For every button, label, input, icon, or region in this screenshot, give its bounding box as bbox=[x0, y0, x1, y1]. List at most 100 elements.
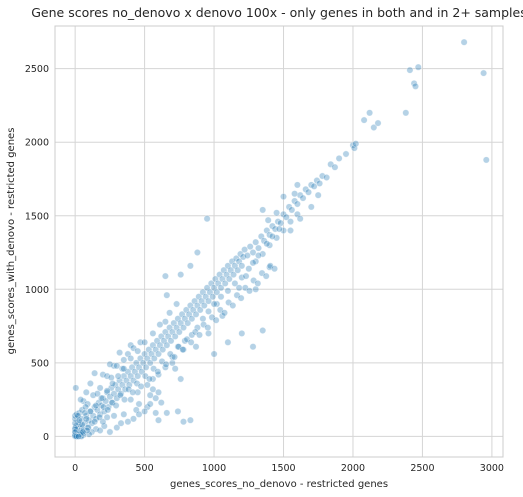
data-point bbox=[204, 324, 212, 332]
data-point bbox=[331, 163, 339, 171]
data-point bbox=[264, 216, 272, 224]
data-point bbox=[277, 219, 285, 227]
data-point bbox=[239, 253, 247, 261]
data-point bbox=[103, 413, 111, 421]
data-point bbox=[174, 407, 182, 415]
data-point bbox=[288, 206, 296, 214]
data-point bbox=[146, 391, 154, 399]
data-point bbox=[141, 407, 149, 415]
data-point bbox=[110, 362, 118, 370]
data-point bbox=[146, 400, 154, 408]
data-point bbox=[155, 388, 163, 396]
data-point bbox=[161, 272, 169, 280]
data-point bbox=[72, 384, 80, 392]
data-point bbox=[146, 375, 154, 383]
data-point bbox=[134, 347, 142, 355]
data-point bbox=[366, 109, 374, 117]
data-point bbox=[279, 227, 287, 235]
data-point bbox=[71, 432, 79, 440]
data-point bbox=[210, 300, 218, 308]
data-point bbox=[82, 388, 90, 396]
data-point bbox=[402, 109, 410, 117]
data-point bbox=[268, 232, 276, 240]
data-point bbox=[130, 415, 138, 423]
data-point bbox=[150, 354, 158, 362]
data-point bbox=[116, 391, 124, 399]
y-tick-label: 500 bbox=[31, 358, 49, 369]
data-point bbox=[149, 329, 157, 337]
data-point bbox=[157, 399, 165, 407]
data-point bbox=[75, 416, 83, 424]
data-point bbox=[159, 346, 167, 354]
data-point bbox=[77, 396, 85, 404]
data-point bbox=[252, 238, 260, 246]
data-point bbox=[171, 332, 179, 340]
data-point bbox=[360, 116, 368, 124]
data-point bbox=[116, 349, 124, 357]
data-point bbox=[113, 424, 121, 432]
data-point bbox=[282, 213, 290, 221]
data-point bbox=[307, 203, 315, 211]
data-point bbox=[273, 209, 281, 217]
x-tick-label: 1500 bbox=[271, 463, 295, 474]
x-tick-label: 3000 bbox=[480, 463, 504, 474]
x-tick-label: 0 bbox=[72, 463, 78, 474]
x-tick-label: 2000 bbox=[341, 463, 365, 474]
data-point bbox=[120, 356, 128, 364]
data-point bbox=[279, 193, 287, 201]
data-point bbox=[209, 293, 217, 301]
data-point bbox=[414, 63, 422, 71]
data-point bbox=[186, 262, 194, 270]
data-point bbox=[411, 82, 419, 90]
data-point bbox=[107, 374, 115, 382]
y-tick-label: 1500 bbox=[25, 211, 49, 222]
data-point bbox=[225, 275, 233, 283]
data-point bbox=[83, 426, 91, 434]
data-point bbox=[259, 206, 267, 214]
data-point bbox=[196, 306, 204, 314]
data-point bbox=[175, 328, 183, 336]
x-axis-label: genes_scores_no_denovo - restricted gene… bbox=[170, 479, 388, 490]
data-point bbox=[100, 407, 108, 415]
data-point bbox=[238, 329, 246, 337]
data-point bbox=[350, 144, 358, 152]
data-point bbox=[112, 401, 120, 409]
y-axis-label: genes_scores_with_denovo - restricted ge… bbox=[6, 128, 17, 355]
data-point bbox=[254, 279, 262, 287]
data-point bbox=[171, 353, 179, 361]
data-point bbox=[193, 249, 201, 257]
data-point bbox=[286, 227, 294, 235]
data-point bbox=[120, 365, 128, 373]
y-tick-label: 2000 bbox=[25, 138, 49, 149]
data-point bbox=[100, 422, 108, 430]
data-point bbox=[163, 409, 171, 417]
data-point bbox=[213, 288, 221, 296]
data-point bbox=[155, 416, 163, 424]
data-point bbox=[154, 368, 162, 376]
data-point bbox=[199, 315, 207, 323]
data-point bbox=[96, 384, 104, 392]
data-point bbox=[81, 409, 89, 417]
data-point bbox=[205, 329, 213, 337]
data-point bbox=[212, 316, 220, 324]
data-point bbox=[141, 338, 149, 346]
data-point bbox=[262, 272, 270, 280]
data-point bbox=[103, 387, 111, 395]
data-point bbox=[270, 265, 278, 273]
data-point bbox=[221, 309, 229, 317]
data-point bbox=[106, 360, 114, 368]
data-point bbox=[230, 271, 238, 279]
grid bbox=[55, 26, 503, 457]
data-point bbox=[179, 346, 187, 354]
data-point bbox=[93, 390, 101, 398]
data-point bbox=[163, 291, 171, 299]
y-tick-label: 0 bbox=[43, 432, 49, 443]
data-point bbox=[74, 412, 82, 420]
data-point bbox=[121, 396, 129, 404]
data-point bbox=[275, 225, 283, 233]
y-tick-label: 1000 bbox=[25, 285, 49, 296]
data-point bbox=[106, 428, 114, 436]
data-point bbox=[335, 154, 343, 162]
